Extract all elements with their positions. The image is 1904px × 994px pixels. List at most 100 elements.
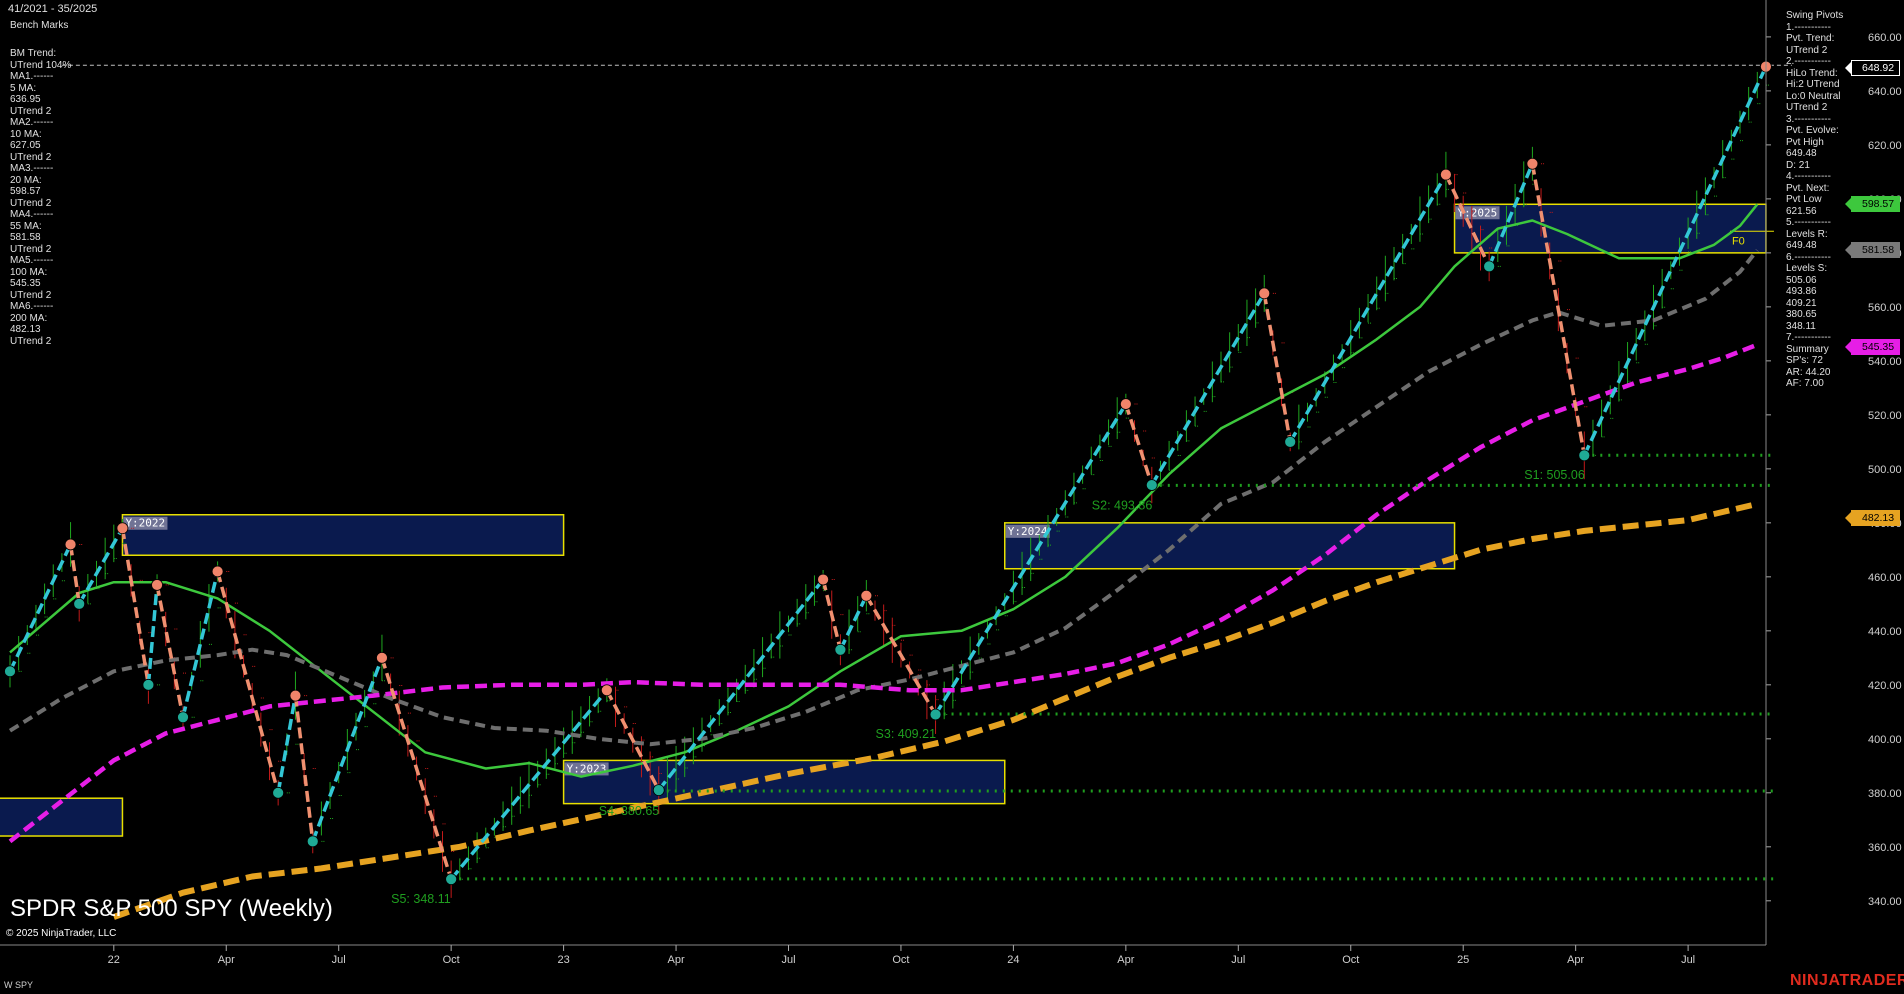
price-tag: 581.58 [1844,241,1901,258]
benchmark-line: UTrend 2 [10,335,52,347]
benchmark-line: MA2.------ [10,117,54,128]
benchmark-line: 598.57 [10,186,41,197]
pivot-low-marker [1483,260,1496,273]
swing-up-line [146,584,159,685]
x-tick-label: 24 [1007,954,1019,966]
swing-down-line [1444,173,1491,268]
pivot-high-marker [151,579,163,591]
pivot-low-marker [142,678,155,691]
swing-up-line [838,594,868,651]
swing-lines [8,65,1768,881]
benchmark-line: UTrend 2 [10,243,52,255]
swing-pivot-line: Pvt. Evolve: [1786,125,1839,136]
swing-up-line [1582,65,1768,457]
pivot-high-marker [817,573,829,586]
pivot-low-marker [272,786,285,799]
pivot-low-marker [1145,479,1158,491]
benchmarks-panel: BM Trend: UTrend 104% MA1.------ 5 MA: 636.9… [10,48,71,347]
price-tag: 545.35 [1844,339,1901,356]
support-label: S3: 409.21 [876,727,937,741]
pivot-low-marker [1578,449,1591,462]
pivot-high-marker [1440,168,1452,181]
support-label: S4: 380.65 [599,804,660,818]
ma-line-20ma [9,203,1759,778]
pivot-high-marker [289,689,302,702]
x-tick-label: Apr [1117,954,1134,966]
year-zone-label: Y:2024 [1008,525,1048,538]
swing-down-line [864,594,938,716]
x-tick-label: 22 [108,954,120,966]
y-tick-label: 520.00 [1868,410,1902,422]
swing-pivot-line: Summary [1786,343,1829,355]
y-tick-label: 500.00 [1868,464,1902,476]
pivot-high-marker [1526,157,1539,170]
year-zone [1004,522,1456,570]
benchmark-line: BM Trend: [10,48,57,59]
swing-up-line [8,543,73,673]
swing-up-line [311,657,384,843]
y-tick-label: 640.00 [1868,86,1902,98]
moving-averages [8,203,1759,920]
benchmark-line: 55 MA: [10,220,42,232]
y-tick-label: 340.00 [1868,896,1902,908]
x-tick-label: Oct [1342,954,1359,966]
benchmark-line: MA4.------ [10,209,54,220]
swing-up-line [181,571,220,718]
swing-pivot-line: UTrend 2 [1786,44,1828,56]
swing-pivot-line: 505.06 [1786,274,1817,286]
swing-pivot-line: 649.48 [1786,240,1817,251]
benchmark-line: MA6.------ [10,301,54,312]
benchmark-line: 5 MA: [10,82,37,94]
swing-up-line [1487,163,1535,268]
pivot-low-marker [73,597,86,610]
swing-pivot-line: 5.----------- [1786,217,1831,228]
swing-pivot-line: Levels R: [1786,228,1828,240]
swing-up-line [657,578,825,792]
swing-pivot-line: Pvt. Next: [1786,182,1830,194]
y-tick-label: 560.00 [1868,302,1902,314]
x-tick-label: 23 [557,954,569,966]
swing-pivot-line: Swing Pivots [1786,10,1844,21]
symbol-tag: W SPY [4,980,34,990]
year-zone-label-bg [1005,524,1050,538]
swing-pivot-line: 2.----------- [1786,56,1831,67]
swing-pivots-panel: Swing Pivots 1.----------- Pvt. Trend: UTre… [1786,10,1843,390]
benchmark-line: MA1.------ [10,71,54,82]
pivot-high-marker [376,651,388,664]
swing-down-line [155,584,185,718]
year-zone [562,759,1006,805]
swing-down-line [215,570,280,794]
benchmark-line: UTrend 104% [10,59,72,71]
swing-pivot-line: AF: 7.00 [1786,378,1824,389]
x-tick-label: Oct [443,954,460,966]
x-tick-label: Jul [332,954,346,966]
pivot-high-marker [211,565,224,578]
year-zone [0,797,124,837]
swing-pivot-line: Hi:2 UTrend [1786,79,1840,90]
pivot-low-marker [306,835,319,848]
swing-pivot-line: 348.11 [1786,320,1816,332]
benchmark-line: UTrend 2 [10,289,52,301]
x-tick-label: Oct [892,954,909,966]
swing-down-line [380,657,453,880]
swing-down-line [1530,163,1587,456]
axes: 340.00 360.00 380.00 400.00 420.00 440.00 460.… [0,0,1902,966]
brand-logo: NINJATRADER [1790,972,1904,989]
swing-down-line [293,695,315,842]
swing-up-line [449,689,609,881]
swing-pivot-line: 6.----------- [1786,251,1831,263]
pivot-low-marker [834,643,847,656]
swing-up-line [1288,173,1448,443]
year-zone-label: Y:2025 [1458,206,1498,219]
swing-up-line [934,403,1128,716]
benchmark-line: 100 MA: [10,266,48,278]
swing-pivot-line: SP's: 72 [1786,355,1823,366]
y-tick-label: 540.00 [1868,356,1902,368]
swing-down-line [68,544,81,605]
swing-pivot-line: UTrend 2 [1786,102,1828,113]
benchmark-line: 581.58 [10,232,41,243]
swing-pivot-line: 409.21 [1786,297,1817,309]
pivot-high-marker [64,538,77,551]
